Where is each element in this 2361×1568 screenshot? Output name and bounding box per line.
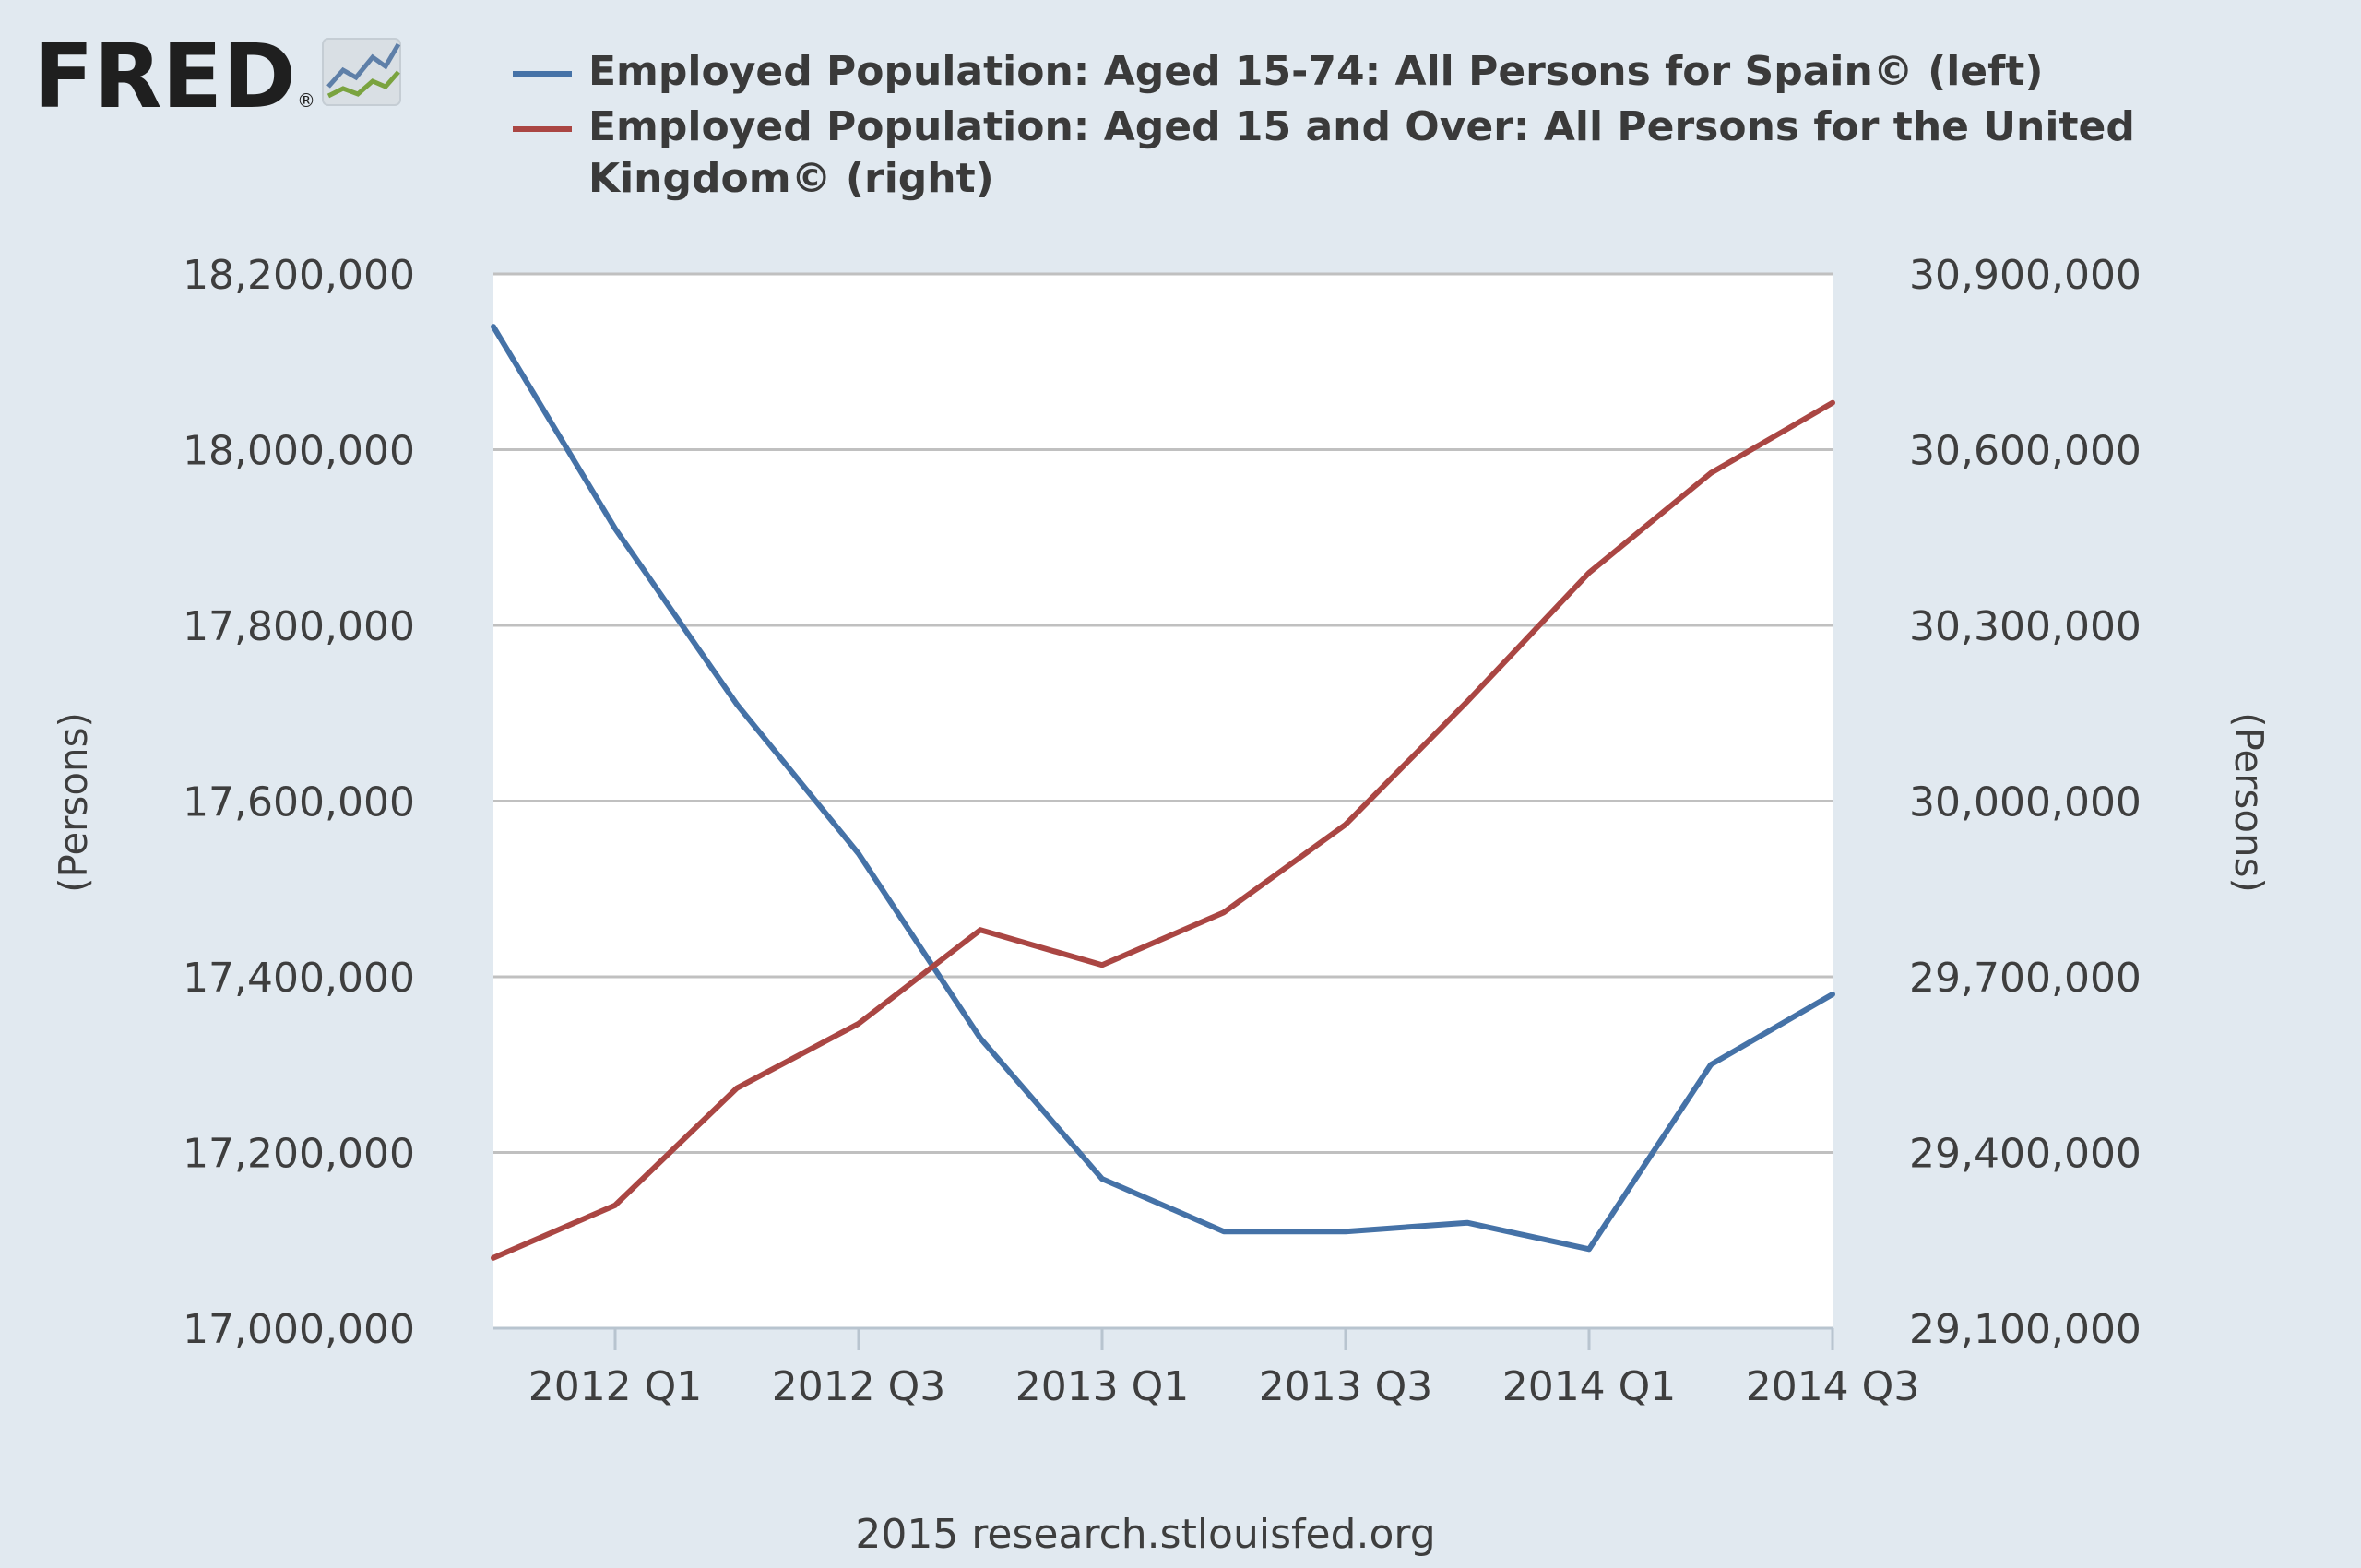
left-tick-label: 17,400,000 [183,955,415,1002]
left-tick-label: 18,000,000 [183,428,415,475]
series-layer [491,324,1835,1261]
right-tick-label: 29,400,000 [1909,1131,2142,1178]
legend: Employed Population: Aged 15-74: All Per… [513,48,2135,202]
right-axis-ticks: 29,100,000 29,400,000 29,700,000 30,000,000… [1909,252,2142,1353]
x-tick-label: 2013 Q1 [1015,1363,1190,1410]
credit-link[interactable]: 2015 research.stlouisfed.org [855,1511,1435,1558]
x-tick-label: 2014 Q1 [1502,1363,1677,1410]
left-tick-label: 17,600,000 [183,779,415,826]
left-axis-ticks: 17,000,000 17,200,000 17,400,000 17,600,000… [183,252,415,1353]
left-tick-label: 17,000,000 [183,1306,415,1353]
legend-label-uk-line-2: Kingdom© (right) [588,155,994,202]
legend-label-uk-line-1: Employed Population: Aged 15 and Over: A… [588,103,2135,150]
x-tick-label: 2013 Q3 [1259,1363,1433,1410]
x-axis: 2012 Q1 2012 Q3 2013 Q1 2013 Q3 2014 Q1 2014 … [528,1328,1920,1410]
grid-lines [493,272,1833,1330]
left-tick-label: 18,200,000 [183,252,415,299]
right-tick-label: 29,100,000 [1909,1306,2142,1353]
right-tick-label: 30,900,000 [1909,252,2142,299]
logo-text: FRED [33,25,296,128]
right-tick-label: 30,600,000 [1909,428,2142,475]
x-tick-label: 2012 Q3 [772,1363,946,1410]
x-tick-label: 2012 Q1 [528,1363,703,1410]
logo-chart-icon [322,38,401,106]
right-tick-label: 30,300,000 [1909,603,2142,650]
left-tick-label: 17,800,000 [183,603,415,650]
x-tick-label: 2014 Q3 [1746,1363,1920,1410]
logo-registered: ® [297,89,315,112]
legend-label-spain: Employed Population: Aged 15-74: All Per… [588,48,2043,95]
left-tick-label: 17,200,000 [183,1131,415,1178]
fred-logo[interactable]: FRED ® [33,25,401,128]
left-axis-title: (Persons) [51,712,96,893]
right-axis-title: (Persons) [2226,712,2272,893]
right-tick-label: 30,000,000 [1909,779,2142,826]
series-line-uk[interactable] [491,399,1835,1261]
series-line-spain[interactable] [491,324,1835,1253]
right-tick-label: 29,700,000 [1909,955,2142,1002]
